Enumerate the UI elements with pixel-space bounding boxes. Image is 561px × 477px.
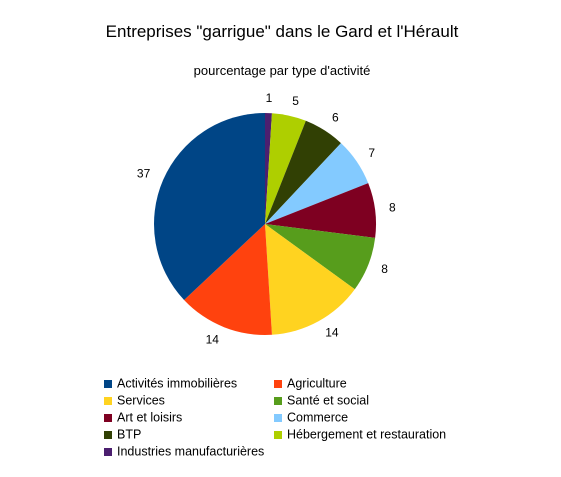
legend-item-activites-immobilieres: Activités immobilières [104,376,237,390]
legend-item-art-et-loisirs: Art et loisirs [104,410,182,424]
legend-swatch [274,380,282,388]
legend-item-commerce: Commerce [274,410,348,424]
legend-label: Hébergement et restauration [287,427,446,441]
legend-item-industries-manufacturieres: Industries manufacturières [104,444,264,458]
chart-subtitle: pourcentage par type d'activité [194,63,371,78]
legend-label: Industries manufacturières [117,444,264,458]
data-label-art-et-loisirs: 8 [389,201,396,215]
data-label-services: 14 [325,326,339,340]
legend-item-services: Services [104,393,165,407]
pie-slice-activites-immobilieres [154,113,265,300]
data-label-commerce: 7 [368,146,375,160]
pie-slice-commerce [265,143,369,224]
legend-swatch [104,414,112,422]
chart-title: Entreprises "garrigue" dans le Gard et l… [106,22,459,41]
legend-swatch [274,431,282,439]
legend-item-btp: BTP [104,427,141,441]
pie-slice-agriculture [184,224,272,335]
chart-legend: Activités immobilières Agriculture Service… [104,376,446,458]
data-label-hebergement-et-restauration: 5 [292,94,299,108]
pie-data-labels: 1 5 6 7 8 8 14 14 37 [137,91,396,346]
legend-label: Activités immobilières [117,376,237,390]
pie-slice-industries-manufacturieres [265,113,272,224]
pie-slice-btp [265,120,341,224]
pie-slice-sante-et-social [265,224,376,290]
legend-swatch [274,414,282,422]
legend-label: Agriculture [287,376,347,390]
legend-label: Art et loisirs [117,410,182,424]
legend-label: Santé et social [287,393,369,407]
legend-swatch [104,448,112,456]
legend-item-sante-et-social: Santé et social [274,393,369,407]
legend-swatch [274,397,282,405]
legend-label: Services [117,393,165,407]
legend-label: BTP [117,427,141,441]
pie-slice-hebergement-et-restauration [265,113,306,224]
data-label-activites-immobilieres: 37 [137,167,151,181]
data-label-btp: 6 [332,111,339,125]
data-label-agriculture: 14 [206,332,220,346]
pie-slices [154,113,376,335]
data-label-industries-manufacturieres: 1 [266,91,273,105]
legend-item-agriculture: Agriculture [274,376,347,390]
pie-slice-services [265,224,355,335]
data-label-sante-et-social: 8 [381,262,388,276]
legend-label: Commerce [287,410,348,424]
legend-swatch [104,397,112,405]
legend-swatch [104,380,112,388]
legend-item-hebergement-et-restauration: Hébergement et restauration [274,427,446,441]
legend-swatch [104,431,112,439]
pie-slice-art-et-loisirs [265,183,376,238]
